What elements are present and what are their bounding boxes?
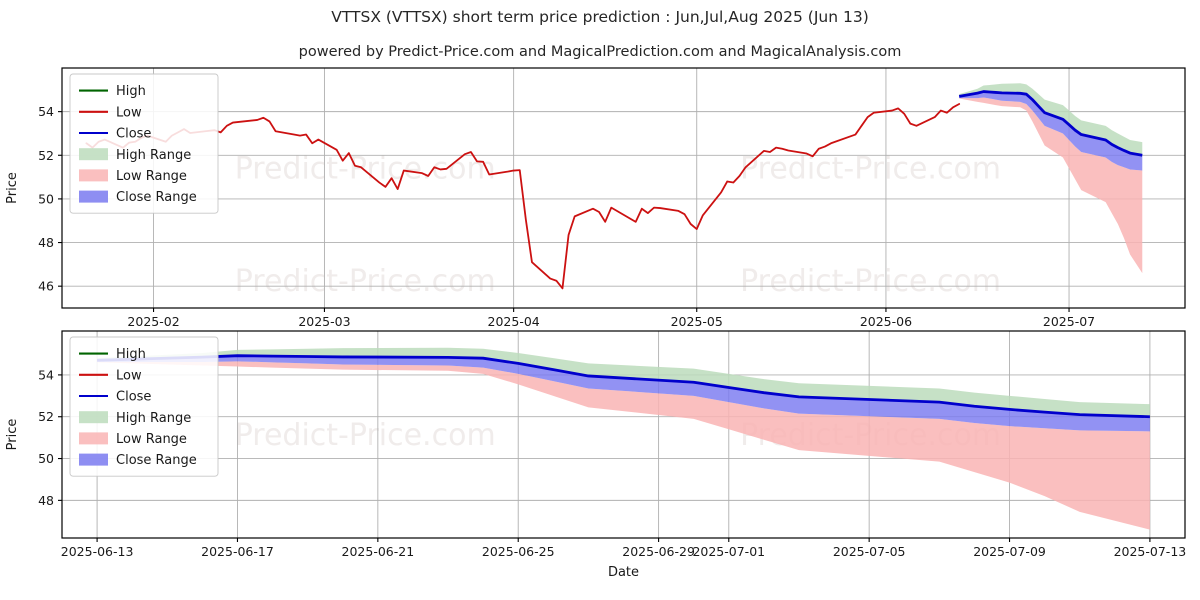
detail-chart: Predict-Price.comPredict-Price.com485052… xyxy=(5,330,1187,580)
y-axis-tick-label: 48 xyxy=(38,493,54,508)
x-axis-tick-label: 2025-06-13 xyxy=(61,544,134,559)
legend-swatch-high-range xyxy=(79,411,108,424)
x-axis-label: Date xyxy=(608,565,639,580)
overview-chart: Predict-Price.com Predict-Price.com Predic… xyxy=(5,67,1186,350)
page-subtitle: powered by Predict-Price.com and Magical… xyxy=(298,44,902,60)
close-range-band xyxy=(97,355,1150,432)
legend-label-low: Low xyxy=(116,368,142,383)
y-axis-tick-label: 50 xyxy=(38,451,54,466)
y-axis-tick-label: 54 xyxy=(38,367,54,382)
page-title: VTTSX (VTTSX) short term price predictio… xyxy=(331,8,869,26)
x-axis-tick-label: 2025-05 xyxy=(671,314,723,329)
x-axis-tick-label: 2025-07-05 xyxy=(833,544,906,559)
watermark-text: Predict-Price.com xyxy=(740,151,1001,186)
x-axis-tick-label: 2025-03 xyxy=(298,314,350,329)
legend-label-low: Low xyxy=(116,105,142,120)
legend-swatch-high-range xyxy=(79,148,108,161)
predicted-close-line xyxy=(958,90,1143,157)
legend-swatch-low-range xyxy=(79,169,108,182)
legend-label-low-range: Low Range xyxy=(116,432,187,447)
series-line-low xyxy=(85,103,961,290)
plot-frame xyxy=(61,330,1186,539)
y-axis-tick-label: 54 xyxy=(38,104,54,119)
legend-swatch-low-range xyxy=(79,432,108,445)
x-axis-tick-label: 2025-07-13 xyxy=(1114,544,1187,559)
legend-label-close: Close xyxy=(116,390,151,405)
x-axis-tick-label: 2025-06-21 xyxy=(342,544,415,559)
y-axis-tick-label: 52 xyxy=(38,409,54,424)
legend-label-high-range: High Range xyxy=(116,148,191,163)
x-axis-tick-label: 2025-07-09 xyxy=(973,544,1046,559)
legend-label-close-range: Close Range xyxy=(116,190,197,205)
legend-label-high-range: High Range xyxy=(116,411,191,426)
x-axis-tick-label: 2025-06-17 xyxy=(201,544,274,559)
close-range-band xyxy=(959,91,1143,171)
legend-label-high: High xyxy=(116,347,146,362)
x-axis-tick-label: 2025-06-25 xyxy=(482,544,555,559)
y-axis-label: Price xyxy=(5,419,20,451)
x-axis-tick-label: 2025-07-01 xyxy=(692,544,765,559)
x-axis-tick-label: 2025-02 xyxy=(127,314,179,329)
watermark-text: Predict-Price.com xyxy=(235,418,496,453)
legend-label-close-range: Close Range xyxy=(116,453,197,468)
legend-label-high: High xyxy=(116,84,146,99)
low-range-band xyxy=(959,97,1143,274)
y-axis-tick-label: 46 xyxy=(38,279,54,294)
x-axis-tick-label: 2025-06-29 xyxy=(622,544,695,559)
low-range-band xyxy=(97,361,1150,530)
x-axis-tick-label: 2025-06 xyxy=(860,314,912,329)
legend-label-low-range: Low Range xyxy=(116,169,187,184)
y-axis-tick-label: 50 xyxy=(38,191,54,206)
watermark-text: Predict-Price.com xyxy=(740,264,1001,299)
y-axis-tick-label: 52 xyxy=(38,148,54,163)
legend-swatch-close-range xyxy=(79,453,108,466)
watermark-text: Predict-Price.com xyxy=(235,151,496,186)
legend-label-close: Close xyxy=(116,127,151,142)
legend-swatch-close-range xyxy=(79,190,108,203)
watermark-text: Predict-Price.com xyxy=(235,264,496,299)
x-axis-tick-label: 2025-04 xyxy=(488,314,540,329)
plot-frame xyxy=(61,67,1186,309)
predicted-close-line xyxy=(97,354,1150,419)
y-axis-label: Price xyxy=(5,172,20,204)
y-axis-tick-label: 48 xyxy=(38,235,54,250)
x-axis-tick-label: 2025-07 xyxy=(1043,314,1095,329)
